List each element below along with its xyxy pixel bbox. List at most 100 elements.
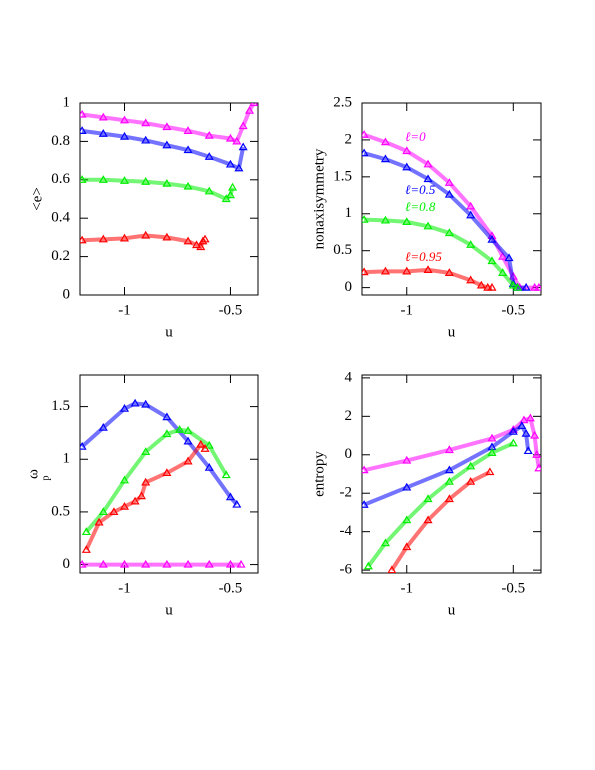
point [221,470,231,479]
point [80,126,87,134]
point [508,438,518,447]
y-tick-label: 2 [345,408,353,424]
point [119,501,130,510]
y-tick-label: 1 [63,451,71,467]
point [98,422,108,431]
point [402,217,412,225]
point [517,421,527,430]
point [162,429,172,438]
point [204,186,214,195]
point [504,253,514,262]
point [380,137,390,146]
y-axis-label: <e> [29,187,45,211]
point [196,439,206,448]
x-axis-label: u [448,602,456,618]
point [444,228,454,237]
point [444,445,454,454]
point [204,462,214,471]
y-tick-label: 2.5 [333,94,352,110]
legend-label: ℓ=0.8 [405,199,436,214]
y-tick-label: 0.5 [51,503,70,519]
point [94,517,104,526]
point [487,282,497,291]
point [119,475,130,484]
point [521,428,531,437]
point [423,515,433,524]
point [162,559,172,568]
point [162,178,172,187]
point [402,515,412,524]
point [534,463,541,472]
legend-label: ℓ=0 [405,129,426,144]
point [362,500,369,508]
point [204,130,214,139]
legend-label: ℓ=0.95 [405,249,442,264]
point [466,210,476,219]
point [513,282,523,291]
plot-area [362,130,541,291]
point [402,266,412,275]
point [508,427,518,435]
point [183,559,193,568]
point [175,425,185,433]
y-tick-label: 0 [63,286,71,302]
point [136,491,146,500]
point [444,494,454,503]
y-tick-label: 0.6 [51,171,70,187]
point [423,174,433,183]
point [162,232,172,241]
point [362,130,369,138]
x-tick-label: -0.5 [501,580,525,596]
point [530,430,540,439]
point [232,499,242,508]
y-tick-label: 4 [345,369,353,385]
point [141,118,151,127]
plot-frame [361,374,542,574]
point [119,233,130,242]
point [444,189,454,198]
point [141,135,151,144]
point [234,163,244,172]
y-tick-label: 2 [345,131,353,147]
y-tick-label: 0 [345,446,353,462]
point [466,461,476,470]
point [487,433,497,442]
point [141,399,151,408]
point [119,559,130,568]
point [183,145,193,154]
point [387,565,397,573]
point [380,538,390,547]
point [80,175,87,183]
point [523,446,533,455]
point [423,159,433,168]
point [204,152,214,160]
point [119,115,130,124]
x-tick-label: -0.5 [219,580,243,596]
point [363,561,373,570]
x-tick-label: -0.5 [501,302,525,318]
point [183,236,193,245]
point [183,181,193,190]
point [380,154,390,163]
point [498,268,508,276]
point [141,230,151,239]
point [487,234,497,243]
point [402,146,412,155]
y-tick-label: -4 [340,523,353,539]
x-tick-label: -1 [118,302,131,318]
point [362,465,369,474]
series-line [84,427,228,534]
point [141,177,151,185]
point [81,527,91,536]
point [162,412,172,421]
point [130,398,140,407]
point [530,282,540,291]
point [228,182,238,191]
point [532,450,541,458]
point [402,162,412,171]
point [466,240,476,248]
x-tick-label: -1 [401,580,414,596]
plot-frame [361,102,542,296]
y-tick-label: 0.5 [333,242,352,258]
point [162,140,172,149]
